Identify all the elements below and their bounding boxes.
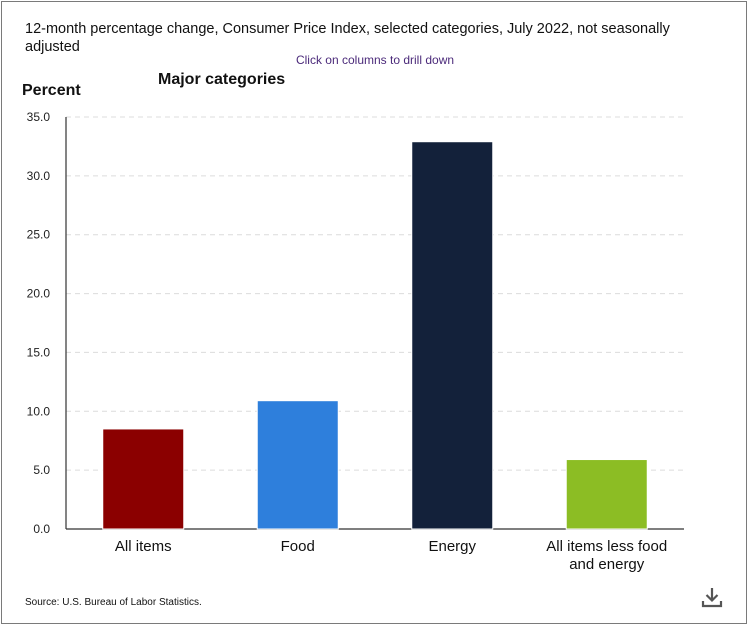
y-tick-label: 25.0 — [27, 228, 51, 242]
bar[interactable] — [256, 400, 339, 530]
x-category-label: and energy — [569, 556, 645, 573]
y-tick-label: 0.0 — [33, 522, 50, 536]
x-category-label: All items less food — [546, 538, 667, 555]
y-tick-label: 5.0 — [33, 463, 50, 477]
y-tick-label: 20.0 — [27, 287, 51, 301]
y-tick-label: 15.0 — [27, 345, 51, 359]
bar[interactable] — [411, 141, 494, 530]
x-category-label: Energy — [428, 538, 476, 555]
x-category-label: Food — [281, 538, 315, 555]
y-axis-label: Percent — [22, 82, 81, 99]
x-category-label: All items — [115, 538, 172, 555]
chart-subtitle: Major categories — [158, 71, 286, 88]
bar[interactable] — [565, 459, 648, 530]
y-tick-label: 10.0 — [27, 404, 51, 418]
y-tick-label: 35.0 — [27, 110, 51, 124]
drill-down-hint[interactable]: Click on columns to drill down — [295, 53, 455, 67]
bar[interactable] — [102, 428, 185, 530]
source-note: Source: U.S. Bureau of Labor Statistics. — [25, 597, 202, 608]
chart-title: 12-month percentage change, Consumer Pri… — [25, 21, 670, 55]
y-tick-label: 30.0 — [27, 169, 51, 183]
download-icon[interactable] — [700, 585, 724, 609]
